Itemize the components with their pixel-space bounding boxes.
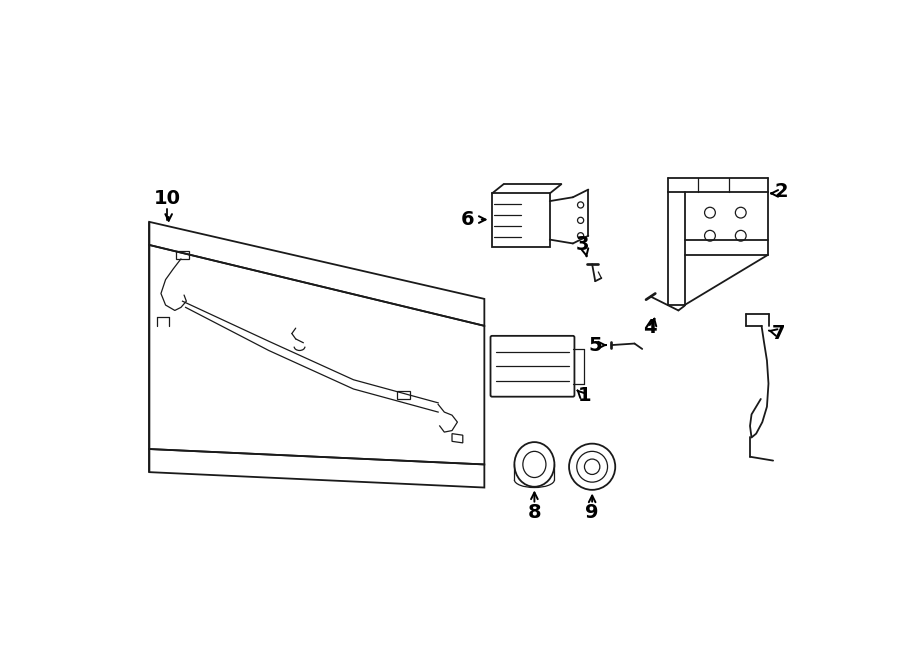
Text: 6: 6: [461, 210, 474, 229]
Text: 1: 1: [578, 386, 591, 404]
Text: 3: 3: [576, 236, 590, 254]
Text: 2: 2: [775, 181, 788, 201]
Text: 10: 10: [154, 189, 181, 209]
Text: 9: 9: [585, 502, 598, 522]
Bar: [492, 193, 550, 248]
Text: 4: 4: [644, 318, 657, 337]
Text: 8: 8: [527, 502, 541, 522]
Text: 5: 5: [589, 336, 602, 355]
Text: 7: 7: [771, 324, 785, 343]
